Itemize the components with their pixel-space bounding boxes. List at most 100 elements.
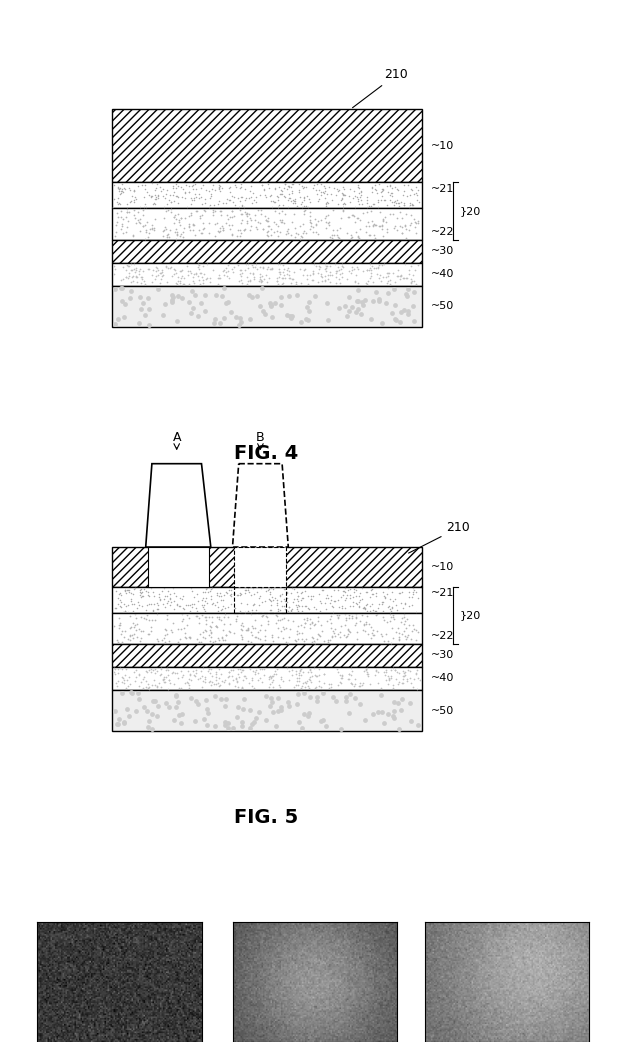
Point [397, 691, 407, 708]
Point [223, 720, 232, 737]
Point [200, 195, 210, 212]
Point [324, 631, 334, 648]
Point [353, 229, 363, 246]
Point [281, 601, 291, 618]
Point [249, 269, 259, 286]
Point [214, 181, 224, 198]
Point [261, 607, 271, 624]
Point [204, 626, 214, 643]
Point [364, 226, 374, 243]
Point [326, 258, 335, 275]
Point [113, 179, 123, 196]
Point [309, 632, 319, 649]
Point [206, 677, 216, 694]
Point [358, 599, 368, 616]
Point [326, 591, 335, 607]
Point [246, 634, 255, 650]
Point [182, 630, 192, 647]
Point [200, 711, 210, 727]
Point [169, 712, 179, 728]
Point [141, 602, 151, 619]
Point [218, 631, 228, 648]
Point [285, 185, 294, 202]
Point [266, 669, 276, 686]
Point [399, 616, 409, 632]
Point [232, 607, 242, 624]
Point [337, 269, 347, 286]
Point [330, 621, 340, 638]
Point [306, 674, 316, 691]
Point [408, 267, 418, 283]
Point [231, 671, 241, 688]
Point [251, 193, 261, 209]
Point [353, 274, 363, 291]
Point [268, 704, 278, 721]
Point [378, 609, 388, 625]
Point [275, 587, 285, 603]
Point [286, 601, 296, 618]
Point [186, 671, 196, 688]
Point [201, 692, 211, 709]
Point [214, 609, 224, 625]
Point [135, 587, 145, 603]
Point [257, 674, 267, 691]
Point [319, 675, 329, 692]
Point [167, 289, 177, 305]
Point [250, 666, 260, 683]
Point [316, 175, 326, 192]
Point [116, 279, 126, 296]
Point [319, 581, 329, 598]
Point [179, 223, 188, 240]
Point [303, 588, 312, 604]
Point [177, 270, 187, 287]
Point [159, 669, 169, 686]
Point [378, 181, 388, 198]
Point [126, 591, 136, 607]
Point [394, 585, 404, 601]
Point [339, 187, 349, 203]
Point [237, 678, 247, 695]
Point [142, 664, 152, 680]
Point [292, 669, 302, 686]
Point [236, 227, 246, 244]
Point [223, 585, 232, 601]
Point [298, 590, 308, 606]
Point [327, 597, 337, 614]
Point [327, 628, 337, 645]
Point [110, 280, 120, 297]
Point [303, 600, 313, 617]
Point [386, 194, 396, 210]
Point [317, 273, 327, 290]
Point [263, 581, 273, 598]
Point [305, 212, 315, 228]
Point [206, 188, 216, 204]
Point [257, 607, 267, 624]
Point [202, 590, 211, 606]
Point [126, 262, 136, 278]
Point [353, 178, 363, 195]
Point [308, 272, 317, 289]
Point [354, 179, 364, 196]
Point [389, 194, 399, 210]
Point [143, 290, 153, 306]
Point [258, 303, 268, 320]
Point [165, 586, 175, 602]
Point [147, 267, 157, 283]
Point [267, 589, 277, 605]
Point [187, 596, 197, 613]
Point [122, 196, 132, 213]
Point [153, 595, 162, 612]
Point [182, 663, 192, 679]
Point [166, 258, 176, 275]
Point [376, 272, 386, 289]
Point [248, 258, 258, 275]
Point [273, 199, 283, 216]
Point [141, 584, 151, 600]
Point [377, 315, 387, 331]
Point [234, 317, 244, 333]
Point [148, 602, 158, 619]
Point [268, 668, 278, 685]
Point [394, 198, 404, 215]
Point [410, 219, 420, 235]
Point [298, 198, 308, 215]
